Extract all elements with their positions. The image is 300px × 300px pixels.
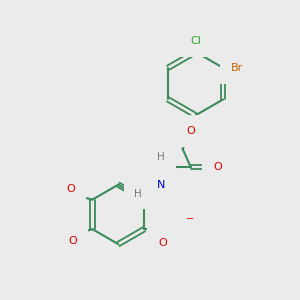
Text: O: O bbox=[186, 126, 195, 136]
Text: H: H bbox=[134, 189, 142, 199]
Text: O: O bbox=[213, 162, 222, 172]
Text: H: H bbox=[157, 152, 165, 162]
Text: O: O bbox=[158, 238, 167, 248]
Text: N: N bbox=[159, 224, 167, 234]
Text: O: O bbox=[176, 220, 185, 230]
Text: N: N bbox=[157, 162, 165, 172]
Text: Cl: Cl bbox=[190, 36, 201, 46]
Text: −: − bbox=[185, 214, 194, 224]
Text: N: N bbox=[157, 180, 165, 190]
Text: O: O bbox=[68, 236, 77, 246]
Text: Br: Br bbox=[231, 63, 243, 73]
Text: +: + bbox=[168, 217, 175, 226]
Text: O: O bbox=[66, 184, 75, 194]
